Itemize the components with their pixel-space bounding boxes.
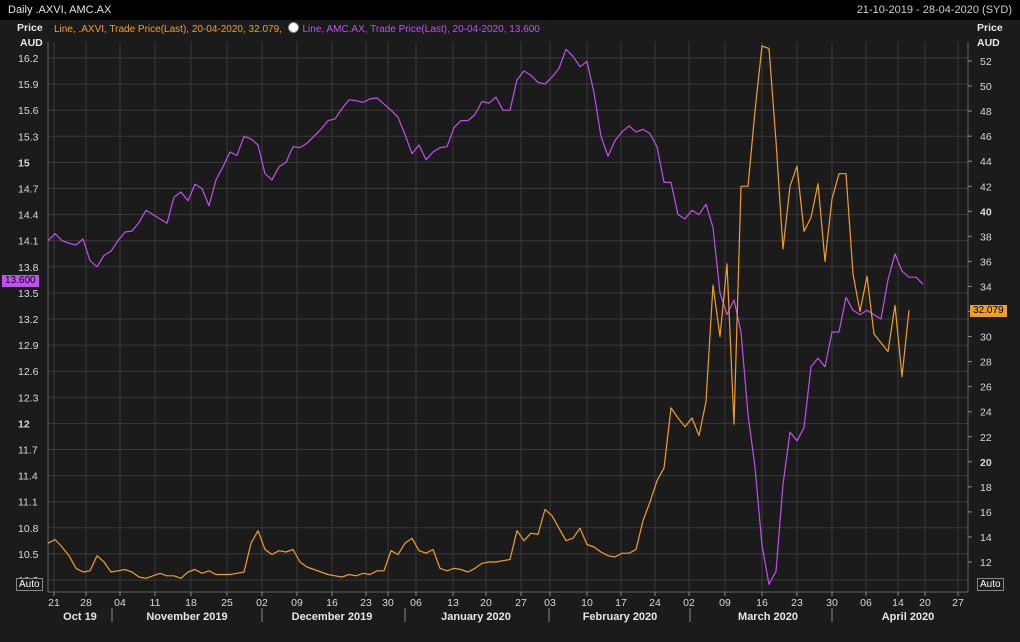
right-axis-unit-label: AUD xyxy=(977,37,1000,49)
x-tick-label: 14 xyxy=(892,597,904,609)
left-axis-price-label: Price xyxy=(17,22,43,34)
right-tick-label: 14 xyxy=(980,532,992,544)
right-tick-label: 46 xyxy=(980,131,992,143)
x-tick-label: 28 xyxy=(80,597,92,609)
left-tick-label: 12.6 xyxy=(18,366,39,378)
x-tick-label: 09 xyxy=(291,597,303,609)
chart-title: Daily .AXVI, AMC.AX xyxy=(8,4,112,16)
x-month-label: Oct 19 xyxy=(63,611,97,623)
right-axis-price-label: Price xyxy=(977,22,1003,34)
x-tick-label: 13 xyxy=(447,597,459,609)
amc-last-value-tag: 13.600 xyxy=(2,275,39,287)
left-tick-label: 11.1 xyxy=(18,497,38,509)
axvi-series-line xyxy=(47,45,910,579)
right-tick-label: 12 xyxy=(980,557,992,569)
left-tick-label: 12 xyxy=(18,418,30,430)
left-tick-label: 15.9 xyxy=(18,79,39,91)
x-tick-label: 11 xyxy=(150,597,161,609)
left-tick-label: 12.3 xyxy=(18,392,39,404)
left-tick-label: 15.6 xyxy=(18,105,39,117)
x-tick-label: 03 xyxy=(544,597,556,609)
right-tick-label: 38 xyxy=(980,231,992,243)
x-month-label: December 2019 xyxy=(292,611,373,623)
left-tick-label: 14.4 xyxy=(18,210,39,222)
x-tick-label: 27 xyxy=(515,597,527,609)
x-tick-label: 16 xyxy=(326,597,338,609)
right-tick-label: 24 xyxy=(980,407,992,419)
right-tick-label: 42 xyxy=(980,181,992,193)
right-tick-label: 18 xyxy=(980,482,992,494)
x-tick-label: 30 xyxy=(382,597,394,609)
right-tick-label: 16 xyxy=(980,507,992,519)
x-tick-label: 06 xyxy=(410,597,422,609)
left-tick-label: 10.8 xyxy=(18,523,39,535)
left-tick-label: 16.2 xyxy=(18,53,39,65)
x-tick-label: 23 xyxy=(791,597,803,609)
x-tick-label: 10 xyxy=(581,597,593,609)
right-tick-label: 36 xyxy=(980,256,992,268)
right-tick-label: 28 xyxy=(980,357,992,369)
right-tick-label: 50 xyxy=(980,81,992,93)
right-tick-label: 34 xyxy=(980,281,992,293)
chart-legend: Line, .AXVI, Trade Price(Last), 20-04-20… xyxy=(54,22,540,37)
left-tick-label: 12.9 xyxy=(18,340,39,352)
x-tick-label: 02 xyxy=(683,597,695,609)
x-month-label: February 2020 xyxy=(583,611,658,623)
left-tick-label: 13.8 xyxy=(18,262,39,274)
right-tick-label: 30 xyxy=(980,332,992,344)
right-tick-label: 40 xyxy=(980,206,992,218)
right-tick-label: 22 xyxy=(980,432,992,444)
left-tick-label: 11.7 xyxy=(18,445,38,457)
left-tick-label: 10.5 xyxy=(18,549,39,561)
x-tick-label: 25 xyxy=(221,597,233,609)
left-axis-unit-label: AUD xyxy=(20,37,43,49)
x-tick-label: 30 xyxy=(826,597,838,609)
x-tick-label: 23 xyxy=(360,597,372,609)
x-tick-label: 27 xyxy=(952,597,964,609)
right-auto-scale-button[interactable]: Auto xyxy=(977,578,1004,591)
left-auto-scale-button[interactable]: Auto xyxy=(16,578,43,591)
x-tick-label: 20 xyxy=(919,597,931,609)
right-tick-label: 26 xyxy=(980,382,992,394)
x-tick-label: 20 xyxy=(480,597,492,609)
x-tick-label: 16 xyxy=(756,597,768,609)
left-axis-ticks: 16.2 15.9 15.6 15.3 15 14.7 14.4 14.1 13.8 13.5 13… xyxy=(18,53,39,587)
axvi-last-value-tag: 32.079 xyxy=(970,305,1007,317)
legend-amc: Line, AMC.AX, Trade Price(Last), 20-04-2… xyxy=(302,24,540,35)
amc-series-line xyxy=(47,48,924,585)
right-tick-label: 52 xyxy=(980,56,992,68)
left-tick-label: 15.3 xyxy=(18,131,39,143)
x-tick-label: 21 xyxy=(48,597,60,609)
grid-lines xyxy=(47,42,969,593)
left-tick-label: 11.4 xyxy=(18,471,38,483)
series-lines xyxy=(47,45,924,585)
left-tick-label: 15 xyxy=(18,157,30,169)
x-month-label: January 2020 xyxy=(441,611,511,623)
date-range: 21-10-2019 - 28-04-2020 (SYD) xyxy=(856,4,1012,16)
x-month-label: March 2020 xyxy=(738,611,798,623)
x-tick-label: 06 xyxy=(860,597,872,609)
left-tick-label: 13.2 xyxy=(18,314,39,326)
left-tick-label: 14.1 xyxy=(18,236,39,248)
right-tick-label: 20 xyxy=(980,457,992,469)
title-bar: Daily .AXVI, AMC.AX 21-10-2019 - 28-04-2… xyxy=(0,0,1020,20)
x-tick-label: 24 xyxy=(649,597,661,609)
right-tick-label: 44 xyxy=(980,156,992,168)
x-tick-label: 17 xyxy=(615,597,627,609)
x-axis: 21 28 04 11 18 25 02 09 16 23 30 06 13 20 27 03 10 17 24 02… xyxy=(48,592,964,623)
legend-axvi: Line, .AXVI, Trade Price(Last), 20-04-20… xyxy=(54,24,282,35)
right-tick-label: 48 xyxy=(980,106,992,118)
left-tick-label: 14.7 xyxy=(18,184,39,196)
x-tick-label: 09 xyxy=(719,597,731,609)
x-tick-label: 04 xyxy=(114,597,126,609)
left-tick-label: 13.5 xyxy=(18,288,39,300)
x-month-label: November 2019 xyxy=(146,611,227,623)
x-month-label: April 2020 xyxy=(882,611,935,623)
clock-icon xyxy=(287,22,299,33)
x-tick-label: 02 xyxy=(256,597,268,609)
x-tick-label: 18 xyxy=(185,597,197,609)
